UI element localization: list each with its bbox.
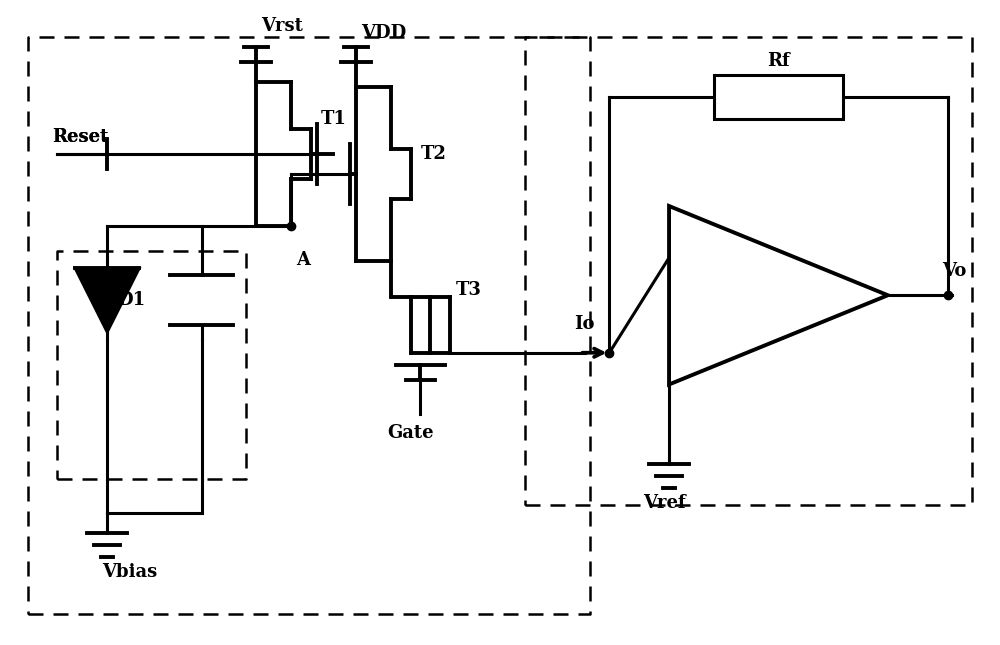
Text: T2: T2 (420, 145, 446, 163)
Polygon shape (75, 268, 139, 332)
Text: VDD: VDD (361, 25, 406, 43)
Text: Vbias: Vbias (102, 563, 157, 581)
Text: Io: Io (575, 315, 595, 333)
Text: Rf: Rf (767, 52, 790, 70)
Text: Vref: Vref (643, 493, 685, 511)
Text: Vo: Vo (943, 263, 967, 281)
Text: Reset: Reset (53, 128, 109, 146)
Text: T1: T1 (321, 110, 347, 128)
Text: A: A (296, 251, 310, 268)
Text: Reset: Reset (53, 128, 109, 146)
Text: T3: T3 (455, 281, 481, 299)
Text: Vrst: Vrst (261, 17, 303, 35)
Bar (714, 75, 843, 119)
Text: +: + (680, 321, 701, 344)
Text: −: − (680, 246, 701, 270)
Text: Gate: Gate (387, 424, 434, 442)
Polygon shape (669, 206, 888, 384)
Text: D1: D1 (117, 291, 145, 309)
